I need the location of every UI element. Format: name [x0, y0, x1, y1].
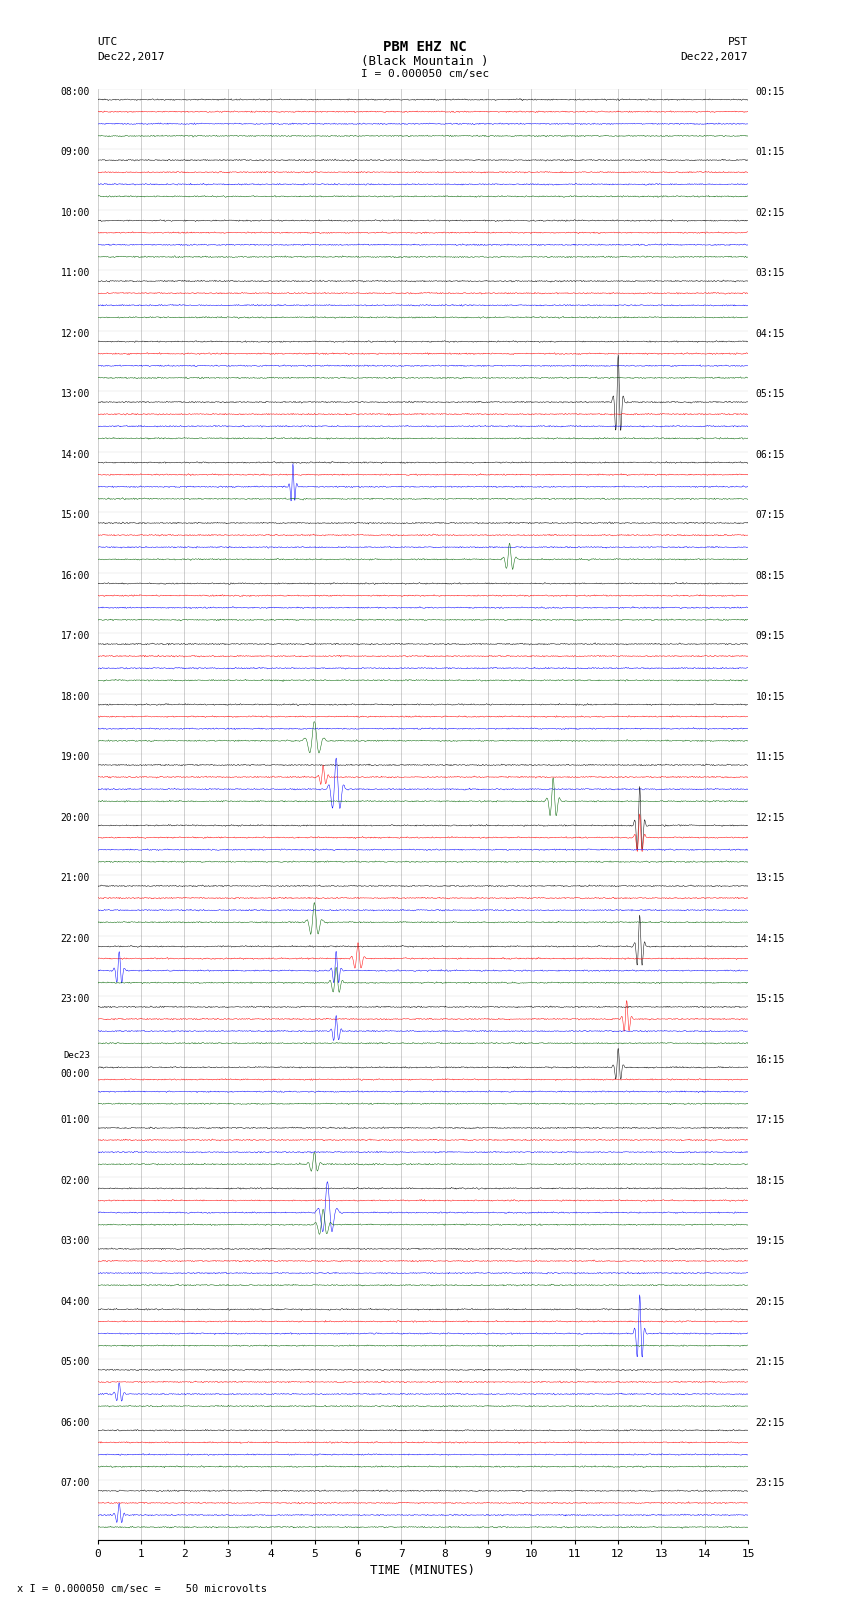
Text: 19:15: 19:15: [756, 1236, 785, 1247]
Text: 02:00: 02:00: [60, 1176, 90, 1186]
Text: Dec22,2017: Dec22,2017: [681, 52, 748, 61]
Text: 08:15: 08:15: [756, 571, 785, 581]
Text: 18:15: 18:15: [756, 1176, 785, 1186]
Text: UTC: UTC: [98, 37, 118, 47]
Text: 11:00: 11:00: [60, 268, 90, 279]
Text: 12:00: 12:00: [60, 329, 90, 339]
Text: 22:15: 22:15: [756, 1418, 785, 1428]
Text: 04:15: 04:15: [756, 329, 785, 339]
Text: 13:00: 13:00: [60, 389, 90, 400]
Text: 17:00: 17:00: [60, 631, 90, 642]
Text: 22:00: 22:00: [60, 934, 90, 944]
Text: I = 0.000050 cm/sec: I = 0.000050 cm/sec: [361, 69, 489, 79]
Text: 00:00: 00:00: [60, 1069, 90, 1079]
Text: Dec23: Dec23: [63, 1050, 90, 1060]
Text: 03:00: 03:00: [60, 1236, 90, 1247]
Text: 05:00: 05:00: [60, 1357, 90, 1368]
Text: 06:15: 06:15: [756, 450, 785, 460]
Text: 07:15: 07:15: [756, 510, 785, 521]
Text: 23:15: 23:15: [756, 1478, 785, 1489]
Text: 02:15: 02:15: [756, 208, 785, 218]
Text: 17:15: 17:15: [756, 1115, 785, 1126]
Text: PST: PST: [728, 37, 748, 47]
Text: 08:00: 08:00: [60, 87, 90, 97]
Text: 11:15: 11:15: [756, 752, 785, 763]
Text: PBM EHZ NC: PBM EHZ NC: [383, 40, 467, 55]
Text: 21:15: 21:15: [756, 1357, 785, 1368]
Text: 15:00: 15:00: [60, 510, 90, 521]
Text: 20:00: 20:00: [60, 813, 90, 823]
Text: 10:15: 10:15: [756, 692, 785, 702]
Text: 18:00: 18:00: [60, 692, 90, 702]
Text: 14:15: 14:15: [756, 934, 785, 944]
Text: 16:15: 16:15: [756, 1055, 785, 1065]
Text: 23:00: 23:00: [60, 994, 90, 1005]
Text: 21:00: 21:00: [60, 873, 90, 884]
Text: 20:15: 20:15: [756, 1297, 785, 1307]
Text: 13:15: 13:15: [756, 873, 785, 884]
X-axis label: TIME (MINUTES): TIME (MINUTES): [371, 1563, 475, 1576]
Text: (Black Mountain ): (Black Mountain ): [361, 55, 489, 68]
Text: 05:15: 05:15: [756, 389, 785, 400]
Text: 19:00: 19:00: [60, 752, 90, 763]
Text: 12:15: 12:15: [756, 813, 785, 823]
Text: 16:00: 16:00: [60, 571, 90, 581]
Text: Dec22,2017: Dec22,2017: [98, 52, 165, 61]
Text: x I = 0.000050 cm/sec =    50 microvolts: x I = 0.000050 cm/sec = 50 microvolts: [17, 1584, 267, 1594]
Text: 01:15: 01:15: [756, 147, 785, 158]
Text: 07:00: 07:00: [60, 1478, 90, 1489]
Text: 06:00: 06:00: [60, 1418, 90, 1428]
Text: 10:00: 10:00: [60, 208, 90, 218]
Text: 15:15: 15:15: [756, 994, 785, 1005]
Text: 01:00: 01:00: [60, 1115, 90, 1126]
Text: 00:15: 00:15: [756, 87, 785, 97]
Text: 14:00: 14:00: [60, 450, 90, 460]
Text: 09:15: 09:15: [756, 631, 785, 642]
Text: 09:00: 09:00: [60, 147, 90, 158]
Text: 03:15: 03:15: [756, 268, 785, 279]
Text: 04:00: 04:00: [60, 1297, 90, 1307]
